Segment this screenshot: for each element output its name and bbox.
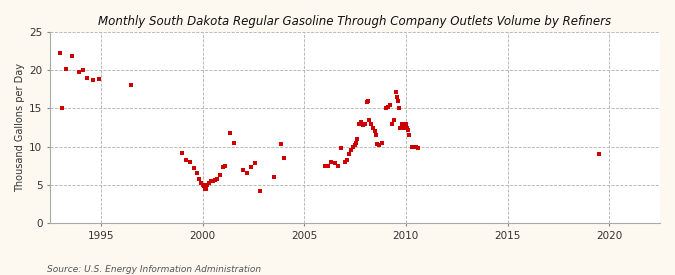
Point xyxy=(402,125,412,130)
Point xyxy=(55,50,65,55)
Point xyxy=(410,144,421,149)
Point xyxy=(207,179,218,183)
Point xyxy=(366,122,377,126)
Point xyxy=(87,78,98,82)
Point xyxy=(246,165,256,169)
Point xyxy=(384,102,395,107)
Point xyxy=(354,122,364,126)
Point xyxy=(93,76,104,81)
Point xyxy=(382,105,393,109)
Point xyxy=(322,164,333,168)
Point xyxy=(406,144,417,149)
Point xyxy=(325,160,336,164)
Point xyxy=(356,120,367,124)
Point xyxy=(374,143,385,147)
Point xyxy=(199,186,210,191)
Point xyxy=(77,68,88,72)
Point xyxy=(217,165,228,169)
Point xyxy=(197,183,208,187)
Point xyxy=(242,171,252,176)
Point xyxy=(67,54,78,59)
Point xyxy=(396,122,407,126)
Point xyxy=(344,152,354,156)
Point xyxy=(342,158,352,163)
Point xyxy=(332,164,343,168)
Point xyxy=(215,173,225,177)
Point xyxy=(229,141,240,145)
Point xyxy=(185,160,196,164)
Point xyxy=(348,144,358,149)
Point xyxy=(402,128,413,132)
Point xyxy=(319,164,330,168)
Point xyxy=(372,142,383,147)
Point xyxy=(404,133,414,138)
Point xyxy=(219,164,230,168)
Point xyxy=(73,70,84,75)
Point xyxy=(352,137,362,141)
Point xyxy=(195,180,206,185)
Point xyxy=(360,122,371,126)
Point xyxy=(358,123,369,127)
Point xyxy=(177,150,188,155)
Point xyxy=(126,83,137,88)
Point xyxy=(268,175,279,179)
Point xyxy=(211,177,222,181)
Point xyxy=(203,181,214,186)
Point xyxy=(392,98,403,103)
Point xyxy=(209,177,220,182)
Point xyxy=(61,67,72,71)
Point xyxy=(350,143,360,147)
Point xyxy=(363,98,374,103)
Point xyxy=(371,133,382,138)
Point xyxy=(362,100,373,104)
Point xyxy=(198,184,209,189)
Point xyxy=(394,125,405,130)
Point xyxy=(593,152,604,156)
Point xyxy=(394,106,404,111)
Point xyxy=(181,158,192,163)
Point xyxy=(189,166,200,170)
Y-axis label: Thousand Gallons per Day: Thousand Gallons per Day xyxy=(15,63,25,192)
Point xyxy=(398,125,409,130)
Point xyxy=(250,161,261,166)
Point xyxy=(350,141,361,145)
Point xyxy=(200,187,211,192)
Point xyxy=(194,177,205,181)
Point xyxy=(370,129,381,134)
Point xyxy=(57,106,68,111)
Point xyxy=(275,142,286,147)
Point xyxy=(340,160,350,164)
Point xyxy=(335,146,346,150)
Point xyxy=(377,141,388,145)
Point xyxy=(392,95,402,99)
Point xyxy=(201,183,212,187)
Point xyxy=(390,89,401,94)
Point xyxy=(368,125,379,130)
Point xyxy=(386,122,397,126)
Point xyxy=(400,122,411,126)
Text: Source: U.S. Energy Information Administration: Source: U.S. Energy Information Administ… xyxy=(47,265,261,274)
Point xyxy=(192,171,203,176)
Point xyxy=(329,161,340,166)
Point xyxy=(238,167,248,172)
Point xyxy=(412,146,423,150)
Point xyxy=(380,106,391,111)
Point xyxy=(388,118,399,122)
Point xyxy=(205,179,216,183)
Point xyxy=(346,148,356,153)
Title: Monthly South Dakota Regular Gasoline Through Company Outlets Volume by Refiners: Monthly South Dakota Regular Gasoline Th… xyxy=(99,15,612,28)
Point xyxy=(81,76,92,80)
Point xyxy=(364,118,375,122)
Point xyxy=(255,189,266,193)
Point xyxy=(225,131,236,135)
Point xyxy=(279,156,290,160)
